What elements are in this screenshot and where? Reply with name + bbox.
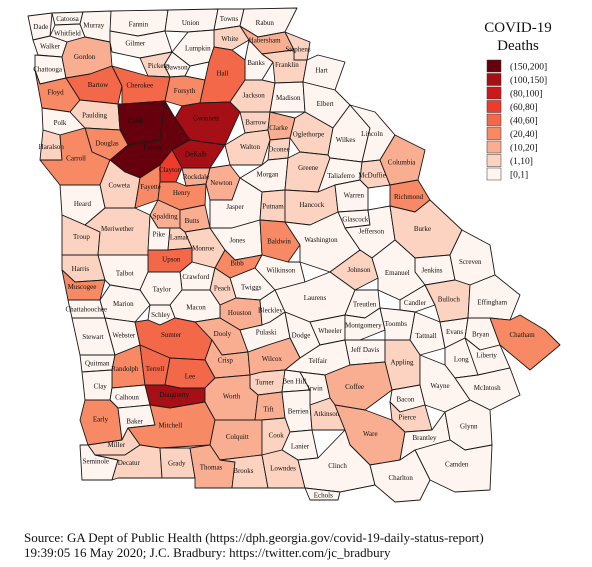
county-columbia	[379, 134, 426, 186]
source-line-1: Source: GA Dept of Public Health (https:…	[24, 530, 484, 545]
county-colquitt	[209, 419, 263, 461]
legend-label-3: (60,80]	[510, 102, 538, 113]
legend: COVID-19 Deaths (150,200] (100,150] (80,10…	[484, 20, 552, 181]
county-putnam	[259, 189, 286, 223]
county-candler	[399, 284, 436, 313]
county-worth	[204, 374, 259, 421]
legend-swatch-3	[486, 100, 502, 113]
county-madison	[269, 81, 306, 113]
legend-items: (150,200] (100,150] (80,100] (60,80] (40,60]…	[486, 59, 547, 181]
county-warren	[334, 179, 369, 213]
county-grady	[159, 447, 196, 479]
county-echols	[304, 487, 341, 501]
county-walton	[224, 129, 271, 166]
county-quitman	[79, 354, 116, 373]
county-union	[164, 8, 219, 33]
county-catoosa	[51, 11, 84, 26]
county-oconee	[267, 137, 291, 161]
county-barrow	[239, 111, 271, 134]
county-baldwin	[259, 219, 301, 263]
county-liberty	[464, 337, 511, 376]
legend-label-4: (40,60]	[510, 116, 538, 127]
county-cobb	[117, 100, 166, 146]
legend-label-6: (10,20]	[510, 143, 538, 154]
county-mitchell	[127, 401, 216, 449]
county-calhoun	[109, 384, 151, 409]
legend-title-line2: Deaths	[497, 38, 539, 54]
county-haralson	[39, 129, 63, 161]
county-tattnall	[409, 311, 446, 356]
legend-swatch-8	[486, 167, 502, 181]
legend-swatch-6	[486, 140, 502, 154]
legend-label-0: (150,200]	[510, 62, 547, 73]
legend-swatch-1	[486, 73, 502, 86]
county-early	[79, 399, 123, 446]
county-forsyth	[164, 75, 206, 107]
legend-label-1: (100,150]	[510, 75, 547, 86]
county-chatham	[489, 314, 561, 371]
legend-swatch-4	[486, 113, 502, 127]
legend-title-line1: COVID-19	[484, 20, 552, 36]
county-talbot	[97, 254, 149, 291]
county-camden	[414, 439, 493, 493]
county-clay	[81, 369, 113, 401]
legend-swatch-2	[486, 86, 502, 100]
county-chattahoochee	[67, 299, 106, 319]
legend-swatch-0	[486, 59, 502, 73]
source-caption: Source: GA Dept of Public Health (https:…	[24, 530, 584, 560]
source-line-2: 19:39:05 16 May 2020; J.C. Bradbury: htt…	[24, 545, 391, 560]
county-toombs	[379, 307, 416, 341]
county-brooks	[219, 454, 269, 489]
legend-swatch-5	[486, 127, 502, 140]
counties-layer	[27, 7, 561, 503]
county-pickens	[139, 51, 173, 78]
county-charlton	[369, 449, 431, 503]
county-muscogee	[61, 269, 106, 301]
legend-label-2: (80,100]	[510, 89, 542, 100]
legend-swatch-7	[486, 154, 502, 167]
county-jeff-davis	[344, 339, 386, 366]
county-butts	[179, 204, 211, 233]
county-hart	[302, 54, 346, 91]
legend-label-7: (1,10]	[510, 156, 533, 167]
county-tift	[254, 391, 286, 421]
county-turner	[249, 369, 286, 396]
legend-label-8: [0,1]	[510, 171, 528, 181]
legend-label-5: (20,40]	[510, 129, 538, 140]
